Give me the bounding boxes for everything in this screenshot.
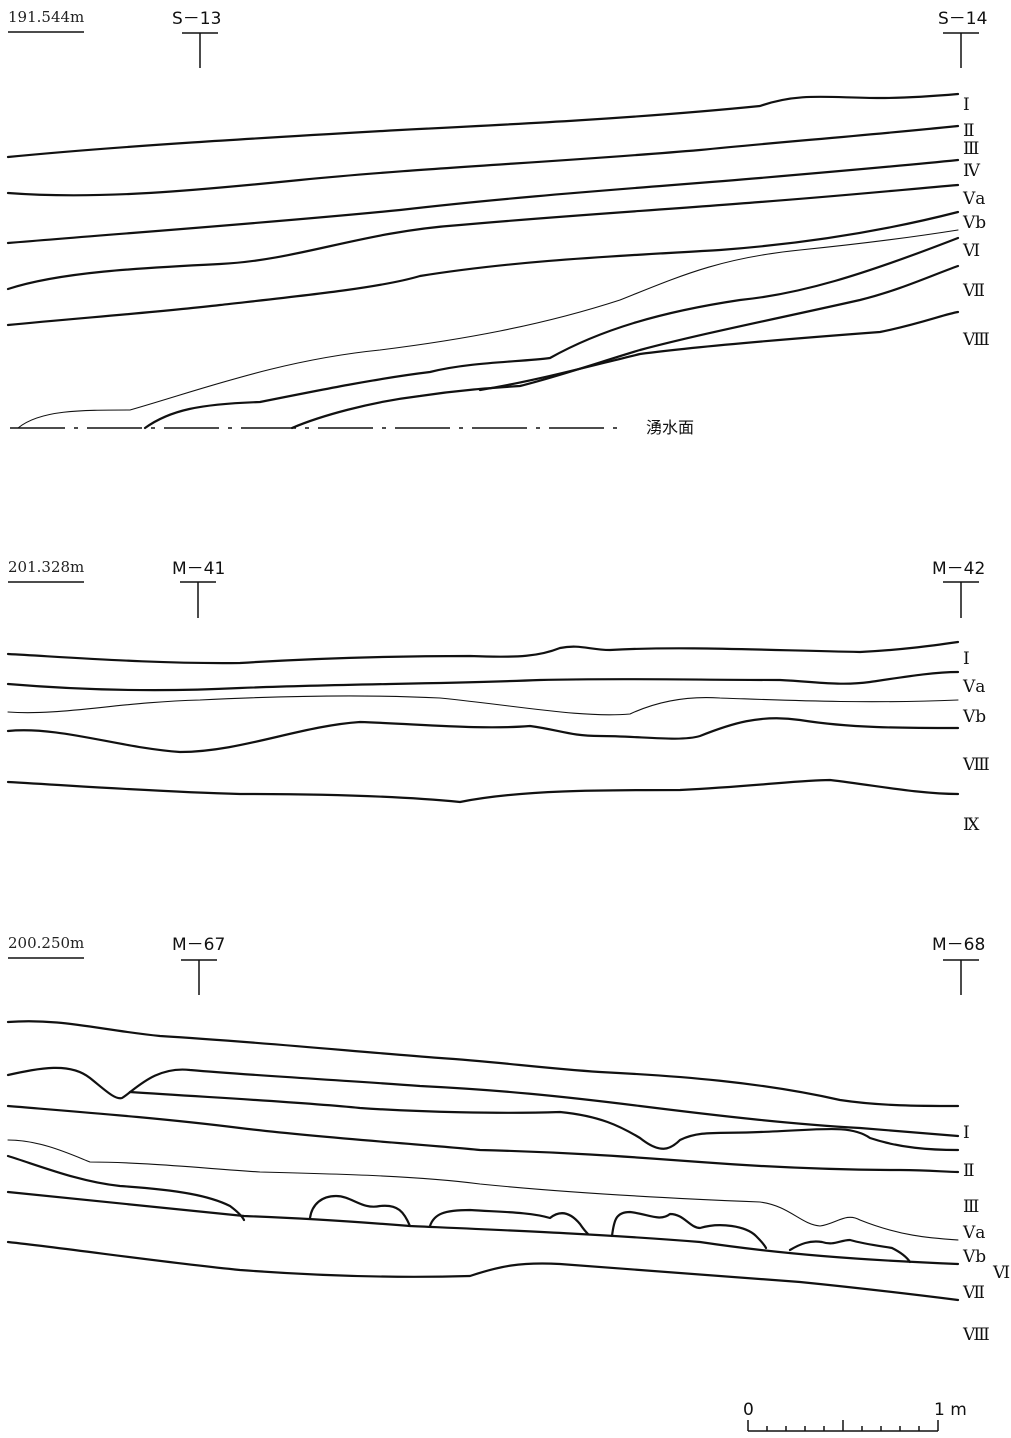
section-m41-m42: 201.328m M－41 M－42 Ⅰ Ⅴa Ⅴb Ⅷ Ⅸ — [6, 558, 990, 835]
layer-label: Ⅰ — [963, 95, 970, 115]
pocket-feature — [788, 1238, 912, 1264]
pocket-feature — [610, 1210, 768, 1250]
layer-label: Ⅴb — [962, 707, 986, 727]
pocket-feature — [308, 1194, 412, 1228]
boundary-line — [6, 717, 960, 754]
stake-label-m42: M－42 — [932, 559, 985, 579]
layer-label: Ⅳ — [963, 161, 981, 181]
layer-label: Ⅷ — [962, 330, 990, 350]
layer-label: Ⅷ — [962, 1325, 990, 1345]
layer-label: Ⅵ — [962, 241, 980, 261]
scale-end-label: 1 m — [934, 1400, 967, 1420]
boundary-line-thin — [7, 695, 959, 716]
section-m67-m68: 200.250m M－67 M－68 Ⅰ Ⅱ Ⅲ Ⅴa Ⅴb — [6, 934, 1010, 1345]
water-level-label: 湧水面 — [646, 418, 694, 437]
boundary-line — [6, 778, 960, 804]
layer-label: Ⅷ — [962, 755, 990, 775]
elevation-label: 201.328m — [8, 558, 84, 576]
layer-label: Ⅶ — [962, 281, 985, 301]
stake-marker-m68 — [943, 959, 979, 995]
layer-label: Ⅴa — [962, 1223, 985, 1243]
boundary-line — [6, 124, 960, 197]
boundary-line — [6, 670, 960, 692]
layer-label: Ⅴb — [962, 213, 986, 233]
stake-marker-s13 — [182, 32, 218, 68]
layer-label: Ⅰ — [963, 649, 970, 669]
layer-label: Ⅲ — [963, 139, 979, 159]
stake-marker-s14 — [943, 32, 979, 68]
boundary-line — [6, 210, 960, 327]
boundary-line — [478, 310, 960, 392]
stake-label-m67: M－67 — [172, 935, 225, 955]
boundary-line — [6, 1104, 960, 1174]
scale-start-label: 0 — [743, 1400, 754, 1420]
layer-label: Ⅴb — [962, 1247, 986, 1267]
layer-label: Ⅱ — [963, 121, 975, 141]
scale-bar: 0 1 m — [743, 1400, 967, 1432]
layer-label: Ⅶ — [962, 1283, 985, 1303]
boundary-line — [6, 183, 960, 291]
layer-label: Ⅴa — [962, 677, 985, 697]
boundary-line — [6, 1020, 960, 1108]
stake-marker-m41 — [180, 581, 216, 618]
boundary-line — [6, 1240, 960, 1302]
layer-label: Ⅰ — [963, 1123, 970, 1143]
layer-label: Ⅸ — [963, 815, 980, 835]
boundary-line — [6, 640, 960, 665]
section-s13-s14: 191.544m S－13 S－14 湧水面 Ⅰ Ⅱ Ⅲ Ⅳ Ⅴa Ⅴb Ⅵ — [6, 8, 990, 437]
stake-label-m41: M－41 — [172, 559, 225, 579]
layer-label: Ⅵ — [992, 1263, 1010, 1283]
boundary-line — [6, 92, 960, 159]
elevation-label: 200.250m — [8, 934, 84, 952]
layer-label: Ⅴa — [962, 189, 985, 209]
layer-label: Ⅱ — [963, 1161, 975, 1181]
boundary-line — [290, 264, 960, 430]
stake-label-s13: S－13 — [172, 9, 221, 29]
stake-marker-m67 — [181, 959, 217, 995]
boundary-line — [128, 1090, 960, 1152]
stake-marker-m42 — [943, 581, 979, 618]
boundary-line-thin — [17, 229, 959, 429]
boundary-line — [6, 1154, 246, 1222]
boundary-line — [6, 1190, 960, 1266]
boundary-line — [143, 236, 960, 430]
stake-label-s14: S－14 — [938, 9, 987, 29]
boundary-line — [6, 158, 960, 245]
boundary-line-thin — [7, 1139, 959, 1241]
boundary-line — [6, 1066, 960, 1138]
pocket-feature — [428, 1208, 590, 1236]
layer-label: Ⅲ — [963, 1197, 979, 1217]
stake-label-m68: M－68 — [932, 935, 985, 955]
elevation-label: 191.544m — [8, 8, 84, 26]
